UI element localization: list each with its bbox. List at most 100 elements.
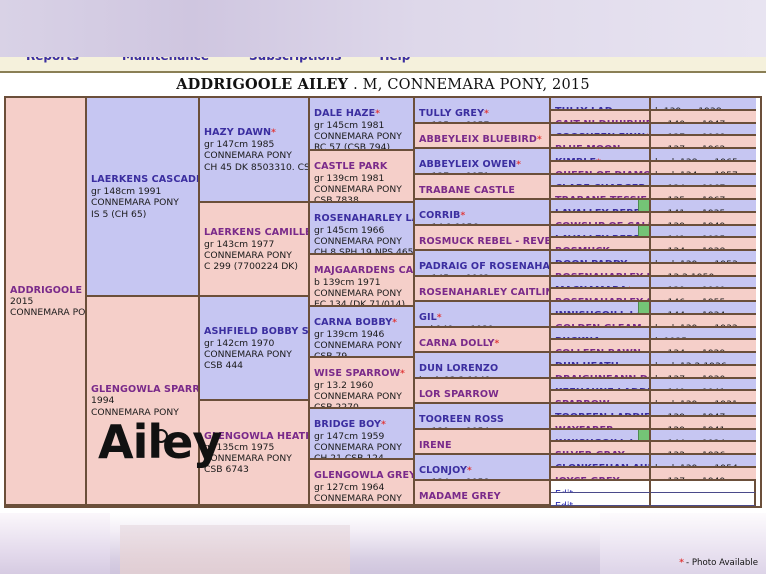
pedigree-cell[interactable]: TOOREEN LADDIE* — [551, 404, 651, 417]
pedigree-cell-detail[interactable]: gr 140cm 1941 — [651, 378, 756, 392]
horse-name[interactable]: ROSENAHARLEY LAVELLE* — [314, 213, 413, 224]
pedigree-cell-detail[interactable]: gr 140cm 1947 — [651, 110, 756, 124]
horse-name[interactable]: ASHFIELD BOBBY SPARROW* — [204, 325, 309, 337]
pedigree-cell-detail[interactable]: buck 139cm 1954 — [651, 455, 756, 468]
pedigree-cell[interactable]: DOON PADDY — [551, 251, 651, 264]
edit-link[interactable]: Edit — [555, 489, 573, 493]
pedigree-cell[interactable]: GOLDEN GLEAM — [551, 314, 651, 328]
pedigree-cell[interactable]: DUN HEATH — [551, 353, 651, 366]
pedigree-cell[interactable]: GIL*pal 149cm 1939 — [415, 302, 551, 328]
horse-name[interactable]: ROSENAHARLEY CAITLIN — [419, 286, 551, 298]
pedigree-cell[interactable]: ROSENAHARLEY MAY MILIS — [551, 263, 651, 277]
pedigree-cell-detail[interactable]: buck 139cm 1931 — [651, 391, 756, 404]
pedigree-cell-detail[interactable]: gr 132cm 1926 — [651, 442, 756, 455]
horse-name[interactable]: DUN HEATH — [555, 361, 619, 364]
pedigree-cell[interactable]: CARNA DOLLY*gr 135cm 1936 — [415, 327, 551, 353]
pedigree-cell[interactable]: LAVALLEY REBEL* — [551, 225, 651, 239]
pedigree-cell[interactable]: KEEHAUNE LADDIE — [551, 378, 651, 392]
horse-name[interactable]: DRAIGHNEANN DONN — [555, 374, 649, 377]
pedigree-cell[interactable]: LAERKENS CAMILLE*gr 143cm 1977CONNEMARA … — [200, 203, 310, 297]
pedigree-cell[interactable]: GLENGOWLA SPARROW1994CONNEMARA PONY — [87, 297, 200, 506]
pedigree-cell-detail[interactable]: gr 144cm 1934 — [651, 429, 756, 443]
pedigree-cell-detail[interactable]: gr 144cm 1934 — [651, 302, 756, 315]
horse-name[interactable]: LOR SPARROW — [419, 388, 499, 400]
pedigree-cell[interactable]: MACNAMARA* — [551, 276, 651, 290]
pedigree-cell[interactable]: HAZY DAWN* gr 147cm 1985 CONNEMARA PONY CH … — [200, 98, 310, 203]
pedigree-cell[interactable]: QUEEN OF DIAMONDS — [551, 161, 651, 175]
horse-name[interactable]: SPARROW — [555, 399, 610, 402]
horse-name[interactable]: GLENGOWLA SPARROW — [91, 384, 200, 396]
horse-name[interactable]: ADDRIGOOLE AILEY — [10, 284, 85, 296]
pedigree-cell[interactable]: PADRAIG OF ROSENAHARLEY*gr 145cm 1962 — [415, 251, 551, 277]
horse-name[interactable]: MACNAMARA* — [555, 285, 632, 288]
horse-name[interactable]: GLENGOWLA GREY — [314, 470, 415, 481]
pedigree-cell[interactable]: JOYCE GREY — [551, 467, 651, 481]
horse-name[interactable]: COWSLIP OF CALLA* — [555, 221, 649, 224]
horse-name[interactable]: PADRAIG OF ROSENAHARLEY* — [419, 261, 550, 272]
pedigree-cell-detail[interactable]: gr 137cm 1949 — [651, 467, 756, 481]
pedigree-cell[interactable]: TRABANE CASTLEgr 132cm 1973 — [415, 174, 551, 200]
pedigree-cell[interactable]: GLENGOWLA GREY gr 127cm 1964 CONNEMARA PON… — [310, 460, 415, 506]
pedigree-cell-detail[interactable]: gr 134cm 1929 — [651, 340, 756, 353]
pedigree-cell[interactable]: INNISHGOILL LADDIE* — [551, 302, 651, 315]
pedigree-cell[interactable]: ASHFIELD BOBBY SPARROW*gr 142cm 1970CONN… — [200, 297, 310, 401]
horse-name[interactable]: SILVER GRAY — [555, 450, 625, 453]
edit-link[interactable]: Edit — [555, 501, 573, 505]
horse-name[interactable]: KIMBLE* — [555, 157, 601, 160]
pedigree-cell[interactable]: CLARE CHARGER — [551, 174, 651, 188]
horse-name[interactable]: INNISHGOILL LADDIE* — [555, 438, 649, 441]
pedigree-cell-detail[interactable]: br 137cm 1930 — [651, 365, 756, 379]
horse-name[interactable]: ABBEYLEIX OWEN* — [419, 159, 522, 170]
horse-name[interactable]: DOON PADDY — [555, 259, 627, 262]
horse-name[interactable]: TOOREEN LADDIE* — [555, 412, 649, 415]
pedigree-cell[interactable]: SPARROW — [551, 391, 651, 404]
pedigree-cell[interactable]: ROSENAHARLEY CAITLINb 146cm 1964 — [415, 276, 551, 302]
pedigree-cell[interactable]: DALE HAZE* gr 145cm 1981 CONNEMARA PONY RC … — [310, 98, 415, 151]
horse-name[interactable]: LAERKENS CASCADE DAWN* — [91, 174, 200, 186]
pedigree-cell[interactable]: INNISHGOILL LADDIE* — [551, 429, 651, 443]
pedigree-cell-subject[interactable]: ADDRIGOOLE AILEY2015CONNEMARA PONY — [6, 98, 87, 506]
horse-name[interactable]: CLONJOY* — [419, 465, 472, 476]
horse-name[interactable]: MAJGAARDENS CAIT* — [314, 265, 415, 276]
pedigree-cell[interactable]: SILVER GRAY — [551, 442, 651, 455]
pedigree-cell[interactable]: ABBEYLEIX BLUEBIRD*gr 140cm 1975 — [415, 123, 551, 149]
pedigree-cell-detail[interactable]: gr 141cm 1935 — [651, 225, 756, 239]
horse-name[interactable]: QUEEN OF DIAMONDS — [555, 170, 649, 173]
pedigree-cell-detail[interactable]: gr 137cm 1962 — [651, 136, 756, 149]
horse-name[interactable]: ROSENAHARLEY SUGAR — [555, 297, 649, 300]
pedigree-cell-detail[interactable]: gr 135cm 1967 — [651, 187, 756, 200]
pedigree-cell-detail[interactable]: gr 137cm 1968 — [651, 123, 756, 137]
horse-name[interactable]: CASTLE PARK — [314, 161, 388, 172]
pedigree-cell[interactable]: TRABANE TESSIE — [551, 187, 651, 200]
pedigree-cell[interactable]: WISE SPARROW* gr 13.2 1960 CONNEMARA PONY C… — [310, 358, 415, 409]
pedigree-cell[interactable]: ROSMUCK REBEL - REVEL OF LEAMgr 137cm 19… — [415, 225, 551, 251]
pedigree-cell-detail[interactable]: gr 134cm 1967 — [651, 174, 756, 188]
horse-name[interactable]: BUCKNA — [555, 336, 601, 339]
horse-name[interactable]: TRABANE CASTLE — [419, 184, 516, 196]
horse-name[interactable]: MADAME GREY — [419, 490, 501, 502]
horse-name[interactable]: CLARE CHARGER — [555, 183, 646, 186]
pedigree-cell[interactable]: ABBEYLEIX OWEN*gr 137cm 1971 — [415, 149, 551, 175]
pedigree-cell[interactable]: BRIDGE BOY* gr 147cm 1959 CONNEMARA PONY CH… — [310, 409, 415, 460]
pedigree-cell-detail[interactable]: buck 139cm 1953 — [651, 251, 756, 264]
horse-name[interactable]: DALE HAZE* — [314, 108, 381, 119]
pedigree-cell[interactable]: BLUE MOON — [551, 136, 651, 149]
horse-name[interactable]: CARNA BOBBY* — [314, 317, 398, 328]
horse-name[interactable]: DUN LORENZO — [419, 363, 499, 374]
horse-name[interactable]: COLLEEN BAWN — [555, 348, 641, 351]
horse-name[interactable]: GLENGOWLA HEATHER BELL — [204, 430, 308, 442]
pedigree-cell[interactable]: ROSENAHARLEY LAVELLE*gr 145cm 1966CONNEM… — [310, 203, 415, 255]
menu-item-reports[interactable]: Reports — [26, 57, 79, 63]
pedigree-cell-detail[interactable]: b 1925 — [651, 327, 756, 341]
horse-name[interactable]: LAERKENS CAMILLE* — [204, 226, 310, 238]
pedigree-cell[interactable]: LOR SPARROWgr 137cm 1947 — [415, 378, 551, 404]
pedigree-cell[interactable]: COLLEEN BAWN — [551, 340, 651, 353]
horse-name[interactable]: HAZY DAWN* — [204, 127, 276, 139]
horse-name[interactable]: CORRIB* — [419, 210, 466, 221]
pedigree-cell-detail[interactable]: gr 139cm 1947 — [651, 404, 756, 417]
pedigree-cell-detail[interactable]: buck 13.2 1936 — [651, 353, 756, 366]
horse-name[interactable]: WAYFARER — [555, 425, 614, 428]
horse-name[interactable]: CLONKEEHAN AURATUM* — [555, 463, 649, 466]
